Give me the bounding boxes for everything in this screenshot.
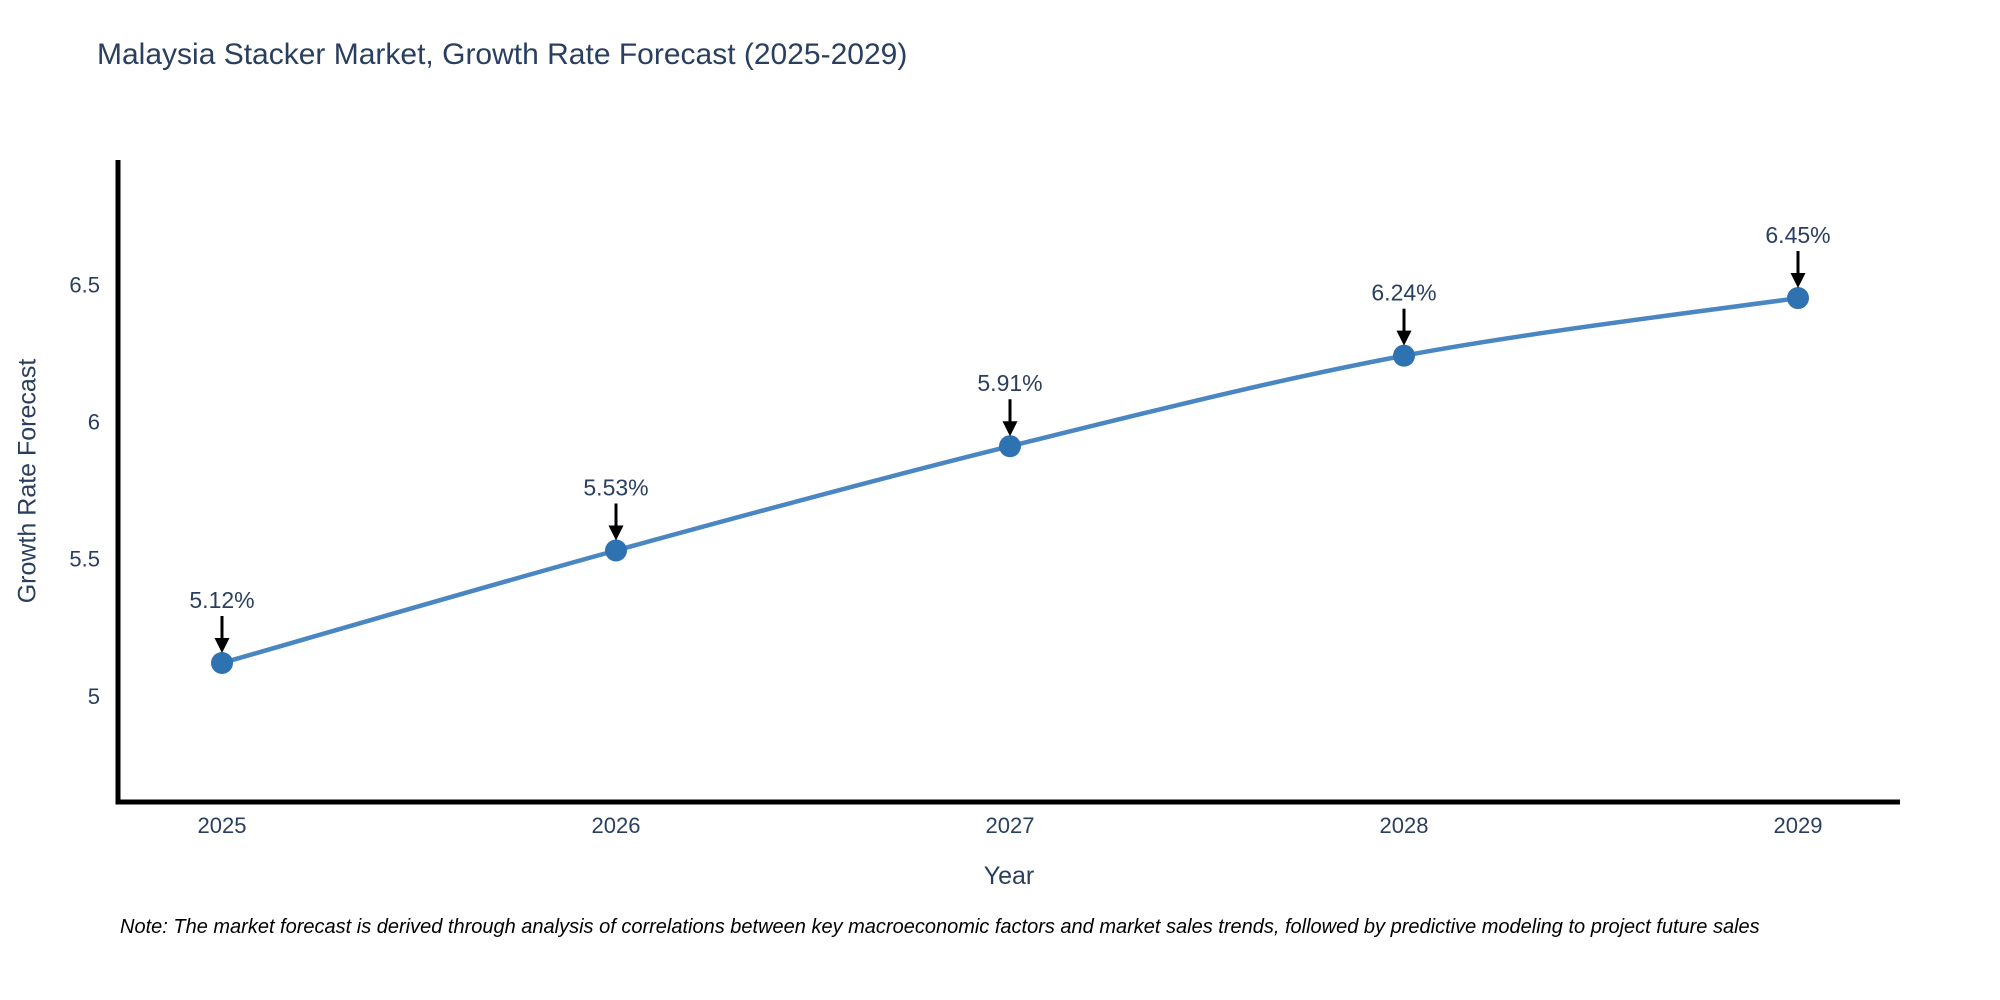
data-point-marker[interactable] <box>211 652 233 674</box>
annotation-label: 6.45% <box>1765 222 1830 248</box>
x-tick-label: 2029 <box>1774 813 1823 838</box>
x-tick-label: 2028 <box>1380 813 1429 838</box>
annotation-label: 5.91% <box>977 370 1042 396</box>
x-axis-title: Year <box>983 862 1035 890</box>
data-point-marker[interactable] <box>1393 344 1415 367</box>
data-point-marker[interactable] <box>999 435 1021 458</box>
annotation-arrowhead <box>1790 273 1806 289</box>
data-point-marker[interactable] <box>1787 287 1809 310</box>
footnote: Note: The market forecast is derived thr… <box>120 916 1760 938</box>
trend-line <box>221 295 1799 666</box>
annotation-label: 6.24% <box>1371 280 1436 306</box>
y-tick-label: 5.5 <box>69 547 100 572</box>
annotation-arrowhead <box>214 638 230 653</box>
annotation-label: 5.53% <box>583 474 648 500</box>
chart-title: Malaysia Stacker Market, Growth Rate For… <box>97 38 908 71</box>
x-tick-label: 2025 <box>198 813 247 838</box>
data-point-marker[interactable] <box>605 539 627 562</box>
annotation-arrowhead <box>1002 421 1018 437</box>
y-tick-label: 6 <box>88 410 100 435</box>
y-tick-label: 6.5 <box>69 272 100 297</box>
annotation-label: 5.12% <box>189 587 254 613</box>
y-tick-label: 5 <box>88 684 100 709</box>
x-tick-label: 2027 <box>986 813 1035 838</box>
annotation-arrowhead <box>608 525 624 541</box>
annotation-arrowhead <box>1396 330 1412 346</box>
x-tick-label: 2026 <box>592 813 641 838</box>
